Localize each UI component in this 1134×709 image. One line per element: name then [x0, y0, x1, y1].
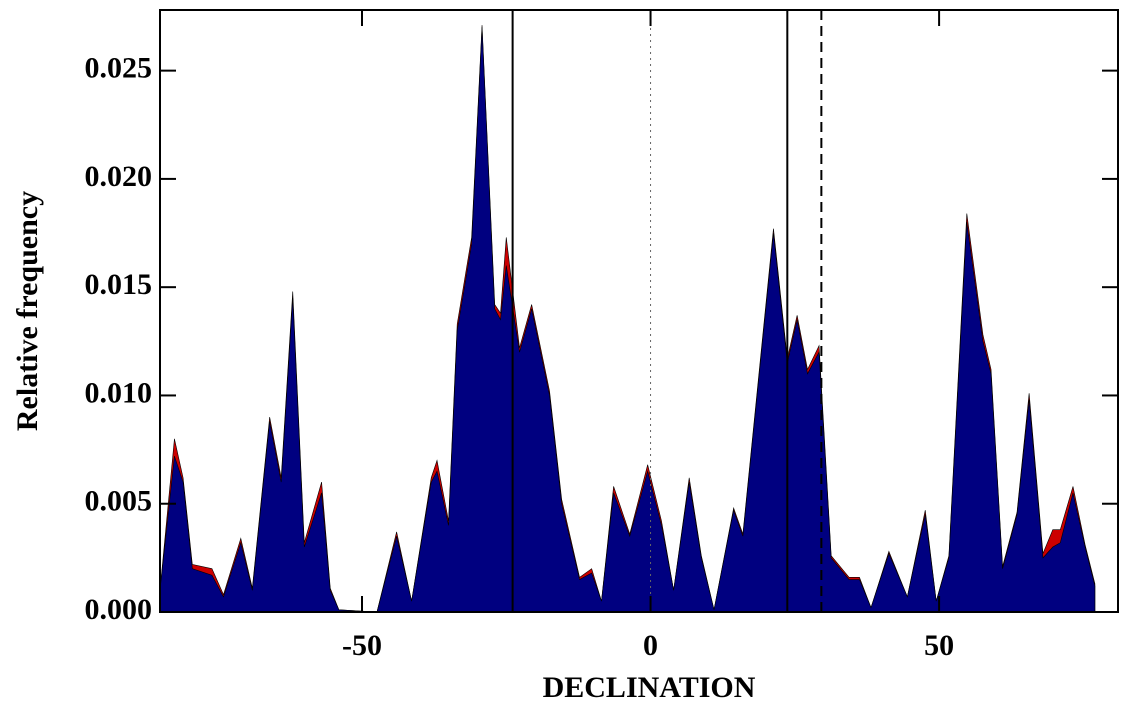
y-tick-label: 0.025: [85, 52, 153, 85]
y-axis-label: Relative frequency: [11, 191, 44, 431]
plot-frame: [159, 9, 1119, 613]
y-tick-label: 0.010: [85, 376, 153, 409]
area: [159, 27, 1096, 613]
y-tick-label: 0.020: [85, 160, 153, 193]
y-tick-label: 0.000: [85, 593, 153, 626]
y-tick-label: 0.015: [85, 268, 153, 301]
x-axis-label: DECLINATION: [543, 671, 756, 704]
x-tick-label: 0: [643, 629, 658, 662]
x-tick-label: -50: [342, 629, 382, 662]
x-tick-label: 50: [924, 629, 954, 662]
y-tick-label: 0.005: [85, 485, 153, 518]
